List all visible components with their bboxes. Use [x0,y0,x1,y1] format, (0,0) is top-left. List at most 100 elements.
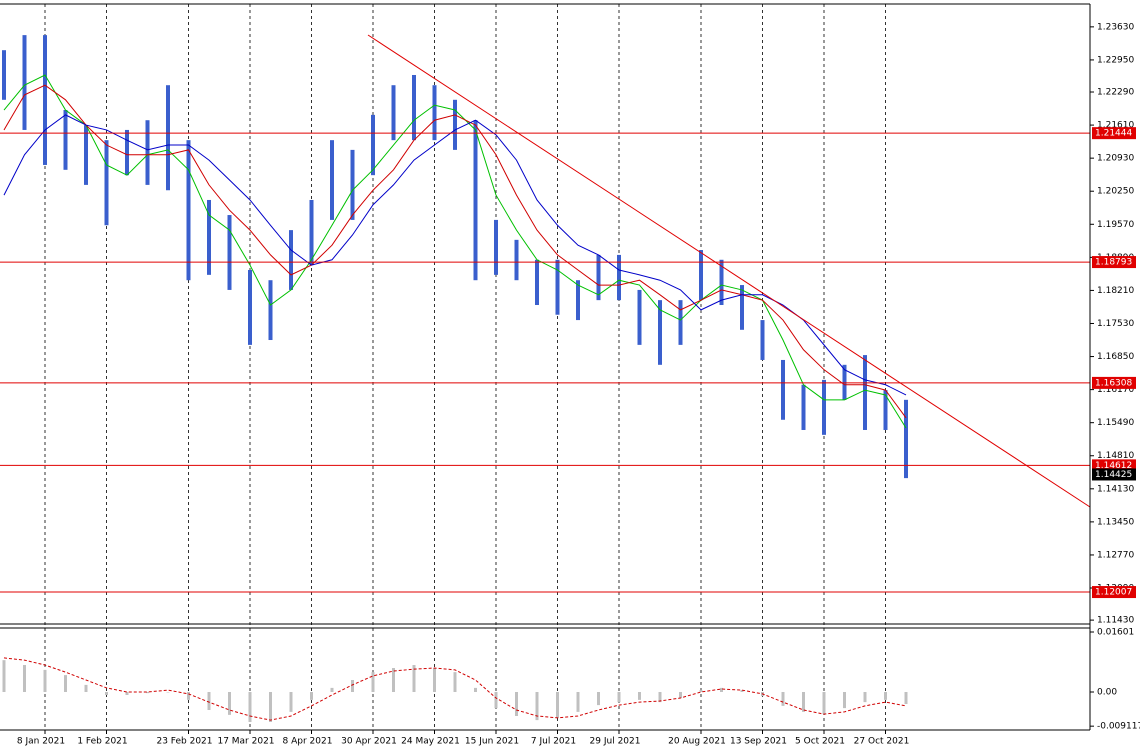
macd-bar [289,692,293,712]
y-tick-label: 1.18210 [1097,286,1134,296]
x-tick-label: 8 Apr 2021 [283,737,333,747]
macd-bar [720,687,723,693]
macd-bar [2,660,6,693]
macd-bar [23,665,26,693]
x-tick-label: 8 Jan 2021 [17,737,65,747]
level-label: 1.14612 [1095,461,1132,471]
price-bar [2,50,6,100]
macd-bar [412,665,416,693]
x-tick-label: 5 Oct 2021 [795,737,845,747]
price-bar [801,384,806,430]
signal-line [3,657,907,721]
trend-line [367,34,1091,508]
price-bar [207,199,211,275]
price-bar [822,379,826,435]
x-tick-label: 7 Jul 2021 [531,737,576,747]
price-bar [863,355,867,430]
macd-bar [822,692,826,715]
y-tick-label: 1.12770 [1097,550,1134,560]
price-bar [22,35,27,130]
y-tick-label: 1.13450 [1097,517,1134,527]
x-tick-label: 13 Sep 2021 [730,737,787,747]
y-tick-label: 1.16170 [1097,385,1134,395]
price-bar [678,300,683,345]
macd-bar [781,692,785,706]
price-bar [740,285,744,330]
x-tick-label: 23 Feb 2021 [156,737,212,747]
macd-bar [884,692,887,700]
moving-average [3,74,907,429]
macd-bar [248,692,252,722]
moving-average [3,114,907,396]
macd-bar [658,692,662,703]
x-tick-label: 24 May 2021 [401,737,460,747]
macd-bar [105,692,108,696]
level-label-bg [1092,256,1136,269]
macd-bar [638,692,641,700]
price-bar [330,140,334,220]
price-bar [617,254,621,301]
y-tick-label: 1.20250 [1097,187,1134,197]
level-label-bg [1092,376,1136,389]
y-tick-label: 1.23630 [1097,22,1134,32]
y-tick-label: 1.15490 [1097,418,1134,428]
macd-bar [556,692,559,718]
y-tick-label: 1.22290 [1097,88,1134,98]
macd-bar [310,692,313,700]
y-tick-label: -0.009117 [1097,722,1140,732]
macd-bar [392,668,395,693]
macd-bar [904,692,908,704]
price-bar [412,74,416,141]
price-bar [350,149,355,220]
price-bar [535,259,539,306]
y-tick-label: 1.14130 [1097,484,1134,494]
macd-bar [64,675,67,693]
price-bar [576,280,580,321]
price-bar [514,239,519,281]
level-label: 1.18793 [1095,258,1132,268]
macd-bar [84,684,88,693]
price-bar [637,289,642,345]
price-bar [658,300,662,365]
macd-bar [515,692,518,716]
macd-bar [228,692,231,715]
macd-bar [802,692,805,712]
macd-bar [617,692,621,703]
macd-bar [433,668,436,693]
level-label-bg [1092,586,1136,599]
y-tick-label: 0.00 [1097,688,1117,698]
price-bar [186,140,191,281]
y-tick-label: 1.14810 [1097,451,1134,461]
price-bar [166,85,170,191]
price-bar [473,120,478,281]
price-bar [719,259,724,306]
macd-bar [740,690,744,693]
price-bar [432,85,437,141]
price-bar [125,129,129,176]
macd-bar [166,692,170,693]
macd-bar [679,692,682,698]
price-bar [268,280,273,341]
level-label-bg [1092,127,1136,140]
y-tick-label: 0.01601 [1097,628,1134,638]
y-tick-label: 1.20930 [1097,154,1134,164]
x-tick-label: 30 Apr 2021 [341,737,397,747]
y-tick-label: 1.17530 [1097,319,1134,329]
x-tick-label: 29 Jul 2021 [590,737,641,747]
y-tick-label: 1.19570 [1097,220,1134,230]
y-tick-label: 1.16850 [1097,352,1134,362]
level-label-bg [1092,459,1136,472]
y-tick-label: 1.22950 [1097,55,1134,65]
price-bar [842,364,847,400]
price-bar [145,120,150,185]
price-bar [781,359,785,420]
last-price-label: 1.14425 [1095,470,1132,480]
price-bar [63,110,68,170]
macd-bar [843,692,846,709]
last-price-bg [1092,468,1136,481]
level-label: 1.16308 [1095,378,1132,388]
price-bar [699,250,703,301]
macd-bar [125,692,129,696]
macd-bar [351,680,354,693]
